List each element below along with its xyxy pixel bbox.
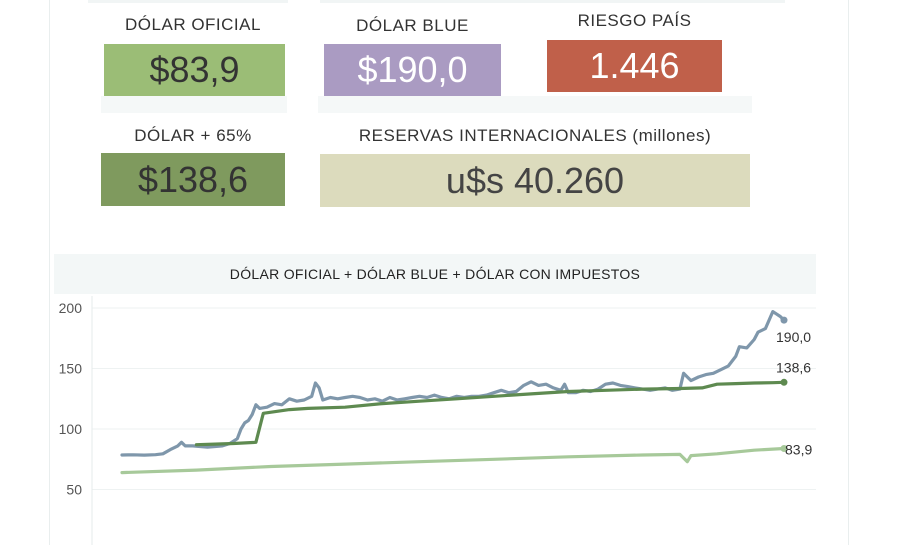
top-strip-right [320, 0, 785, 3]
card-blue-value: $190,0 [324, 44, 501, 96]
series-end-label-impuestos: 138,6 [776, 359, 811, 375]
y-tick-label: 0 [74, 542, 82, 545]
y-tick-label: 150 [59, 361, 83, 377]
left-frame-line [49, 0, 50, 545]
card-reservas-label: RESERVAS INTERNACIONALES (millones) [358, 126, 712, 145]
right-frame-line [848, 0, 849, 545]
series-end-point-impuestos [780, 378, 788, 386]
card-impuestos-value: $138,6 [101, 153, 285, 206]
y-tick-label: 200 [59, 300, 83, 316]
series-end-point-oficial [780, 444, 788, 452]
card-panel-blue-riesgo [318, 96, 752, 113]
top-strip-left [88, 0, 288, 3]
card-reservas-value: u$s 40.260 [320, 154, 750, 207]
series-line-blue [120, 310, 786, 457]
series-line-impuestos [194, 380, 786, 447]
series-end-label-blue: 190,0 [776, 329, 811, 345]
card-impuestos-label: DÓLAR + 65% [134, 126, 252, 145]
series-line-oficial [120, 446, 786, 475]
y-tick-label: 100 [59, 421, 83, 437]
card-oficial-label: DÓLAR OFICIAL [125, 15, 261, 34]
card-riesgo-value: 1.446 [547, 40, 722, 92]
y-tick-label: 50 [66, 482, 82, 498]
card-blue-label: DÓLAR BLUE [356, 16, 469, 35]
card-riesgo-label: RIESGO PAÍS [577, 11, 692, 30]
card-panel-oficial [101, 96, 287, 113]
series-end-label-oficial: 83,9 [785, 441, 812, 457]
chart-title: DÓLAR OFICIAL + DÓLAR BLUE + DÓLAR CON I… [54, 254, 816, 294]
card-oficial-value: $83,9 [104, 44, 285, 96]
series-end-point-blue [780, 316, 788, 324]
